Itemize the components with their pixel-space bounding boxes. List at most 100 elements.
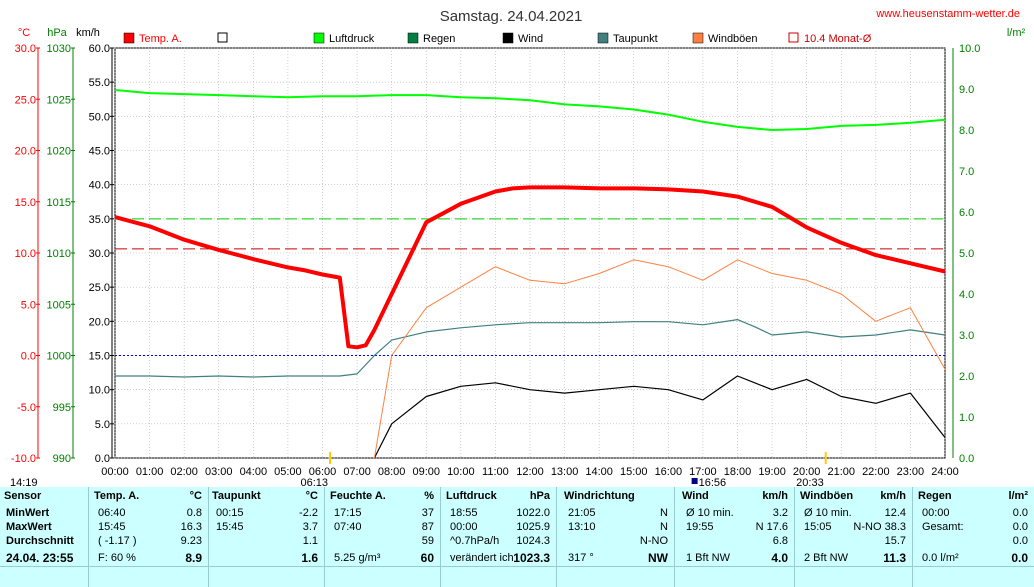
x-tick-label: 06:00 xyxy=(309,466,337,478)
panel-temp-label: ( -1.17 ) xyxy=(98,535,137,547)
x-tick-label: 10:00 xyxy=(447,466,475,478)
panel-dew-title: Taupunkt xyxy=(212,490,261,502)
panel-pressure-value: 1025.9 xyxy=(516,521,550,533)
x-tick-label: 03:00 xyxy=(205,466,233,478)
pressure-tick-label: 1010 xyxy=(47,248,71,260)
panel-dew-value: 3.7 xyxy=(302,521,318,533)
legend-label: Windböen xyxy=(708,33,758,45)
rain-tick-label: 5.0 xyxy=(959,248,974,260)
legend-swatch xyxy=(788,32,799,43)
panel-rain-value: 0.0 xyxy=(1012,535,1028,547)
panel-col-pressure: Luftdruck hPa 18:55 1022.0 00:00 1025.9 ^0.7hP… xyxy=(442,487,557,587)
panel-humidity-value: 87 xyxy=(421,521,434,533)
x-tick-label: 24:00 xyxy=(931,466,959,478)
temp-axis-unit: °C xyxy=(18,27,30,39)
x-tick-label: 02:00 xyxy=(170,466,198,478)
sunset-time: 20:33 xyxy=(796,477,824,487)
x-tick-label: 16:00 xyxy=(655,466,683,478)
panel-pressure-value: 1022.0 xyxy=(516,507,550,519)
legend-label: 10.4 Monat-Ø xyxy=(804,33,872,45)
x-tick-label: 05:00 xyxy=(274,466,302,478)
panel-temp-value: 9.23 xyxy=(180,535,202,547)
x-tick-label: 20:00 xyxy=(793,466,821,478)
panel-direction-value: N-NO xyxy=(639,535,668,547)
series-luftdruck xyxy=(114,89,946,131)
chart-series xyxy=(114,89,946,459)
legend-label: Temp. A. xyxy=(139,33,182,45)
x-tick-label: 23:00 xyxy=(897,466,925,478)
reference-lines xyxy=(115,218,945,356)
series-taupunkt xyxy=(115,319,946,378)
temp-tick-label: 5.0 xyxy=(21,299,36,311)
x-tick-label: 19:00 xyxy=(758,466,786,478)
temp-tick-label: 0.0 xyxy=(21,351,36,363)
wind-tick-label: 40.0 xyxy=(89,180,110,192)
panel-direction-value: N xyxy=(660,521,668,533)
max-time-marker xyxy=(691,478,698,484)
panel-humidity-value: 60 xyxy=(420,551,434,565)
panel-temp-value: 8.9 xyxy=(185,551,202,565)
panel-wind-unit: km/h xyxy=(762,490,788,502)
panel-wind-title: Wind xyxy=(682,490,709,502)
wind-tick-label: 20.0 xyxy=(89,316,110,328)
panel-pressure-title: Luftdruck xyxy=(446,490,497,502)
x-tick-label: 14:00 xyxy=(585,466,613,478)
rain-tick-label: 0.0 xyxy=(959,453,974,465)
wind-tick-label: 5.0 xyxy=(95,419,110,431)
panel-rain-value: 0.0 xyxy=(1012,507,1028,519)
x-tick-label: 09:00 xyxy=(412,466,440,478)
wind-tick-label: 10.0 xyxy=(89,385,110,397)
panel-col-direction: Windrichtung 21:05 N 13:10 N N-NO 317 ° NW xyxy=(560,487,675,587)
panel-temp-value: 16.3 xyxy=(180,521,202,533)
panel-temp-title: Temp. A. xyxy=(94,490,140,502)
panel-wind-value: N 17.6 xyxy=(755,521,788,533)
x-tick-label: 04:00 xyxy=(240,466,268,478)
panel-dew-unit: °C xyxy=(305,490,318,502)
panel-pressure-value: 1024.3 xyxy=(516,535,550,547)
wind-axis-unit: km/h xyxy=(76,27,100,39)
panel-gusts-title: Windböen xyxy=(800,490,854,502)
temp-tick-label: 15.0 xyxy=(15,197,36,209)
wind-tick-label: 30.0 xyxy=(89,248,110,260)
sunrise-time: 06:13 xyxy=(300,477,328,487)
left-time: 14:19 xyxy=(10,477,38,487)
legend-label: Regen xyxy=(423,33,455,45)
panel-col-rain: Regen l/m² 00:00 0.0 Gesamt: 0.0 0.0 0.0 l/m² 0.… xyxy=(914,487,1034,587)
wind-tick-label: 60.0 xyxy=(89,43,110,55)
panel-direction-label: 13:10 xyxy=(568,521,596,533)
wind-tick-label: 35.0 xyxy=(89,214,110,226)
panel-humidity-unit: % xyxy=(424,490,434,502)
panel-humidity-label: 17:15 xyxy=(334,507,362,519)
panel-temp-value: 0.8 xyxy=(186,507,202,519)
legend-swatch xyxy=(123,32,135,44)
panel-humidity-title: Feuchte A. xyxy=(330,490,386,502)
x-tick-label: 00:00 xyxy=(101,466,129,478)
panel-dew-value: 1.1 xyxy=(302,535,318,547)
legend-swatch xyxy=(502,32,514,44)
panel-sensor-row: Durchschnitt xyxy=(6,535,74,547)
wind-tick-label: 25.0 xyxy=(89,282,110,294)
x-tick-label: 11:00 xyxy=(482,466,509,478)
pressure-tick-label: 1020 xyxy=(47,146,71,158)
panel-dew-value: 1.6 xyxy=(301,551,318,565)
temp-tick-label: 30.0 xyxy=(15,43,36,55)
panel-dew-label: 15:45 xyxy=(216,521,244,533)
rain-tick-label: 8.0 xyxy=(959,125,974,137)
panel-sensor-row: MaxWert xyxy=(6,521,52,533)
panel-temp-label: 15:45 xyxy=(98,521,126,533)
x-tick-label: 15:00 xyxy=(620,466,648,478)
stats-panel: Sensor MinWert MaxWert Durchschnitt 24.04. 2… xyxy=(0,487,1034,587)
x-tick-label: 13:00 xyxy=(551,466,579,478)
panel-sensor-row: 24.04. 23:55 xyxy=(6,551,74,565)
panel-wind-label: Ø 10 min. xyxy=(686,507,734,519)
panel-col-gusts: Windböen km/h Ø 10 min. 12.4 15:05 N-NO 38.3 1… xyxy=(796,487,913,587)
site-link[interactable]: www.heusenstamm-wetter.de xyxy=(875,8,1020,20)
panel-humidity-label: 5.25 g/m³ xyxy=(334,552,381,564)
legend-label: Taupunkt xyxy=(613,33,658,45)
panel-wind-value: 4.0 xyxy=(771,551,788,565)
panel-wind-label: 19:55 xyxy=(686,521,714,533)
rain-tick-label: 7.0 xyxy=(959,166,974,178)
rain-tick-label: 3.0 xyxy=(959,330,974,342)
panel-col-temp: Temp. A. °C 06:40 0.8 15:45 16.3 ( -1.17 ) 9.23… xyxy=(90,487,209,587)
panel-temp-label: F: 60 % xyxy=(98,552,136,564)
